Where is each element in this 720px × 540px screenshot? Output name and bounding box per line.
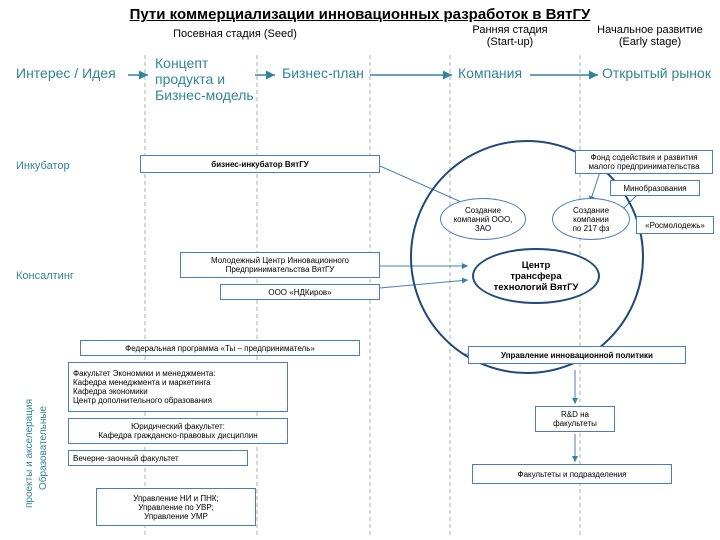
box-rosmolodezh: «Росмолодежь» bbox=[636, 216, 714, 234]
pipe-market: Открытый рынок bbox=[602, 65, 711, 81]
box-law: Юридический факультет: Кафедра гражданск… bbox=[68, 418, 288, 444]
ell-create-217-l3: по 217 фз bbox=[573, 224, 610, 233]
box-mgmt: Управление НИ и ПНК; Управление по УВР; … bbox=[96, 488, 256, 526]
box-econ-l3: Кафедра экономики bbox=[73, 387, 216, 396]
box-econ-l1: Факультет Экономики и менеджмента: bbox=[73, 369, 216, 378]
row-edu-l2: проекты и акселерация bbox=[24, 399, 35, 508]
stage-early-l1: Начальное развитие bbox=[580, 24, 720, 36]
ell-create-ooo: Создание компаний ООО, ЗАО bbox=[440, 198, 526, 240]
box-rnd: R&D на факультеты bbox=[535, 406, 615, 432]
ell-create-217-l1: Создание bbox=[573, 206, 610, 215]
row-edu-l1: Образовательные bbox=[38, 406, 49, 490]
box-biz-incubator: бизнес-инкубатор ВятГУ bbox=[140, 155, 380, 173]
stage-seed: Посевная стадия (Seed) bbox=[120, 28, 350, 40]
box-rnd-l2: факультеты bbox=[553, 419, 597, 428]
box-policy: Управление инновационной политики bbox=[468, 346, 686, 364]
ell-transfer-center: Центр трансфера технологий ВятГУ bbox=[472, 248, 600, 304]
box-minobr: Минобразования bbox=[610, 180, 700, 196]
stage-startup-l2: (Start-up) bbox=[440, 36, 580, 48]
box-econ-l4: Центр дополнительного образования bbox=[73, 396, 216, 405]
ell-create-217-l2: компании bbox=[573, 215, 610, 224]
box-evening: Вечерне-заочный факультет bbox=[68, 450, 248, 466]
box-youth-center: Молодежный Центр Инновационного Предприн… bbox=[180, 252, 380, 278]
stage-startup: Ранняя стадия (Start-up) bbox=[440, 24, 580, 48]
box-rnd-l1: R&D на bbox=[553, 410, 597, 419]
box-fund: Фонд содействия и развития малого предпр… bbox=[575, 150, 713, 174]
row-incubator: Инкубатор bbox=[16, 160, 70, 172]
box-mgmt-l3: Управление УМР bbox=[133, 512, 219, 521]
stage-startup-l1: Ранняя стадия bbox=[440, 24, 580, 36]
pipe-concept-l2: продукта и bbox=[155, 71, 254, 87]
box-faculties: Факультеты и подразделения bbox=[472, 464, 672, 484]
ell-transfer-center-l2: трансфера bbox=[494, 271, 579, 282]
pipe-concept: Концепт продукта и Бизнес-модель bbox=[155, 55, 254, 103]
ell-create-217: Создание компании по 217 фз bbox=[552, 198, 630, 240]
box-mgmt-l2: Управление по УВР; bbox=[133, 503, 219, 512]
ell-create-ooo-l3: ЗАО bbox=[454, 224, 513, 233]
ell-create-ooo-l1: Создание bbox=[454, 206, 513, 215]
box-fund-l2: малого предпринимательства bbox=[588, 162, 699, 171]
box-econ: Факультет Экономики и менеджмента: Кафед… bbox=[68, 362, 288, 412]
stage-early: Начальное развитие (Early stage) bbox=[580, 24, 720, 48]
pipe-concept-l1: Концепт bbox=[155, 55, 254, 71]
ell-transfer-center-l3: технологий ВятГУ bbox=[494, 282, 579, 293]
pipe-idea: Интерес / Идея bbox=[16, 65, 116, 81]
page-title: Пути коммерциализации инновационных разр… bbox=[0, 6, 720, 23]
box-law-l1: Юридический факультет: bbox=[98, 422, 257, 431]
ell-create-ooo-l2: компаний ООО, bbox=[454, 215, 513, 224]
stage-early-l2: (Early stage) bbox=[580, 36, 720, 48]
box-mgmt-l1: Управление НИ и ПНК; bbox=[133, 494, 219, 503]
pipe-company: Компания bbox=[458, 65, 522, 81]
box-youth-center-l2: Предпринимательства ВятГУ bbox=[211, 265, 349, 274]
box-econ-l2: Кафедра менеджмента и маркетинга bbox=[73, 378, 216, 387]
pipe-bizplan: Бизнес-план bbox=[282, 65, 364, 81]
ell-transfer-center-l1: Центр bbox=[494, 260, 579, 271]
box-youth-center-l1: Молодежный Центр Инновационного bbox=[211, 256, 349, 265]
row-consulting: Консалтинг bbox=[16, 270, 74, 282]
box-fund-l1: Фонд содействия и развития bbox=[588, 153, 699, 162]
box-fed-program: Федеральная программа «Ты – предпринимат… bbox=[80, 340, 360, 356]
box-ndkirov: ООО «НДКиров» bbox=[220, 284, 380, 300]
box-law-l2: Кафедра гражданско-правовых дисциплин bbox=[98, 431, 257, 440]
pipe-concept-l3: Бизнес-модель bbox=[155, 87, 254, 103]
